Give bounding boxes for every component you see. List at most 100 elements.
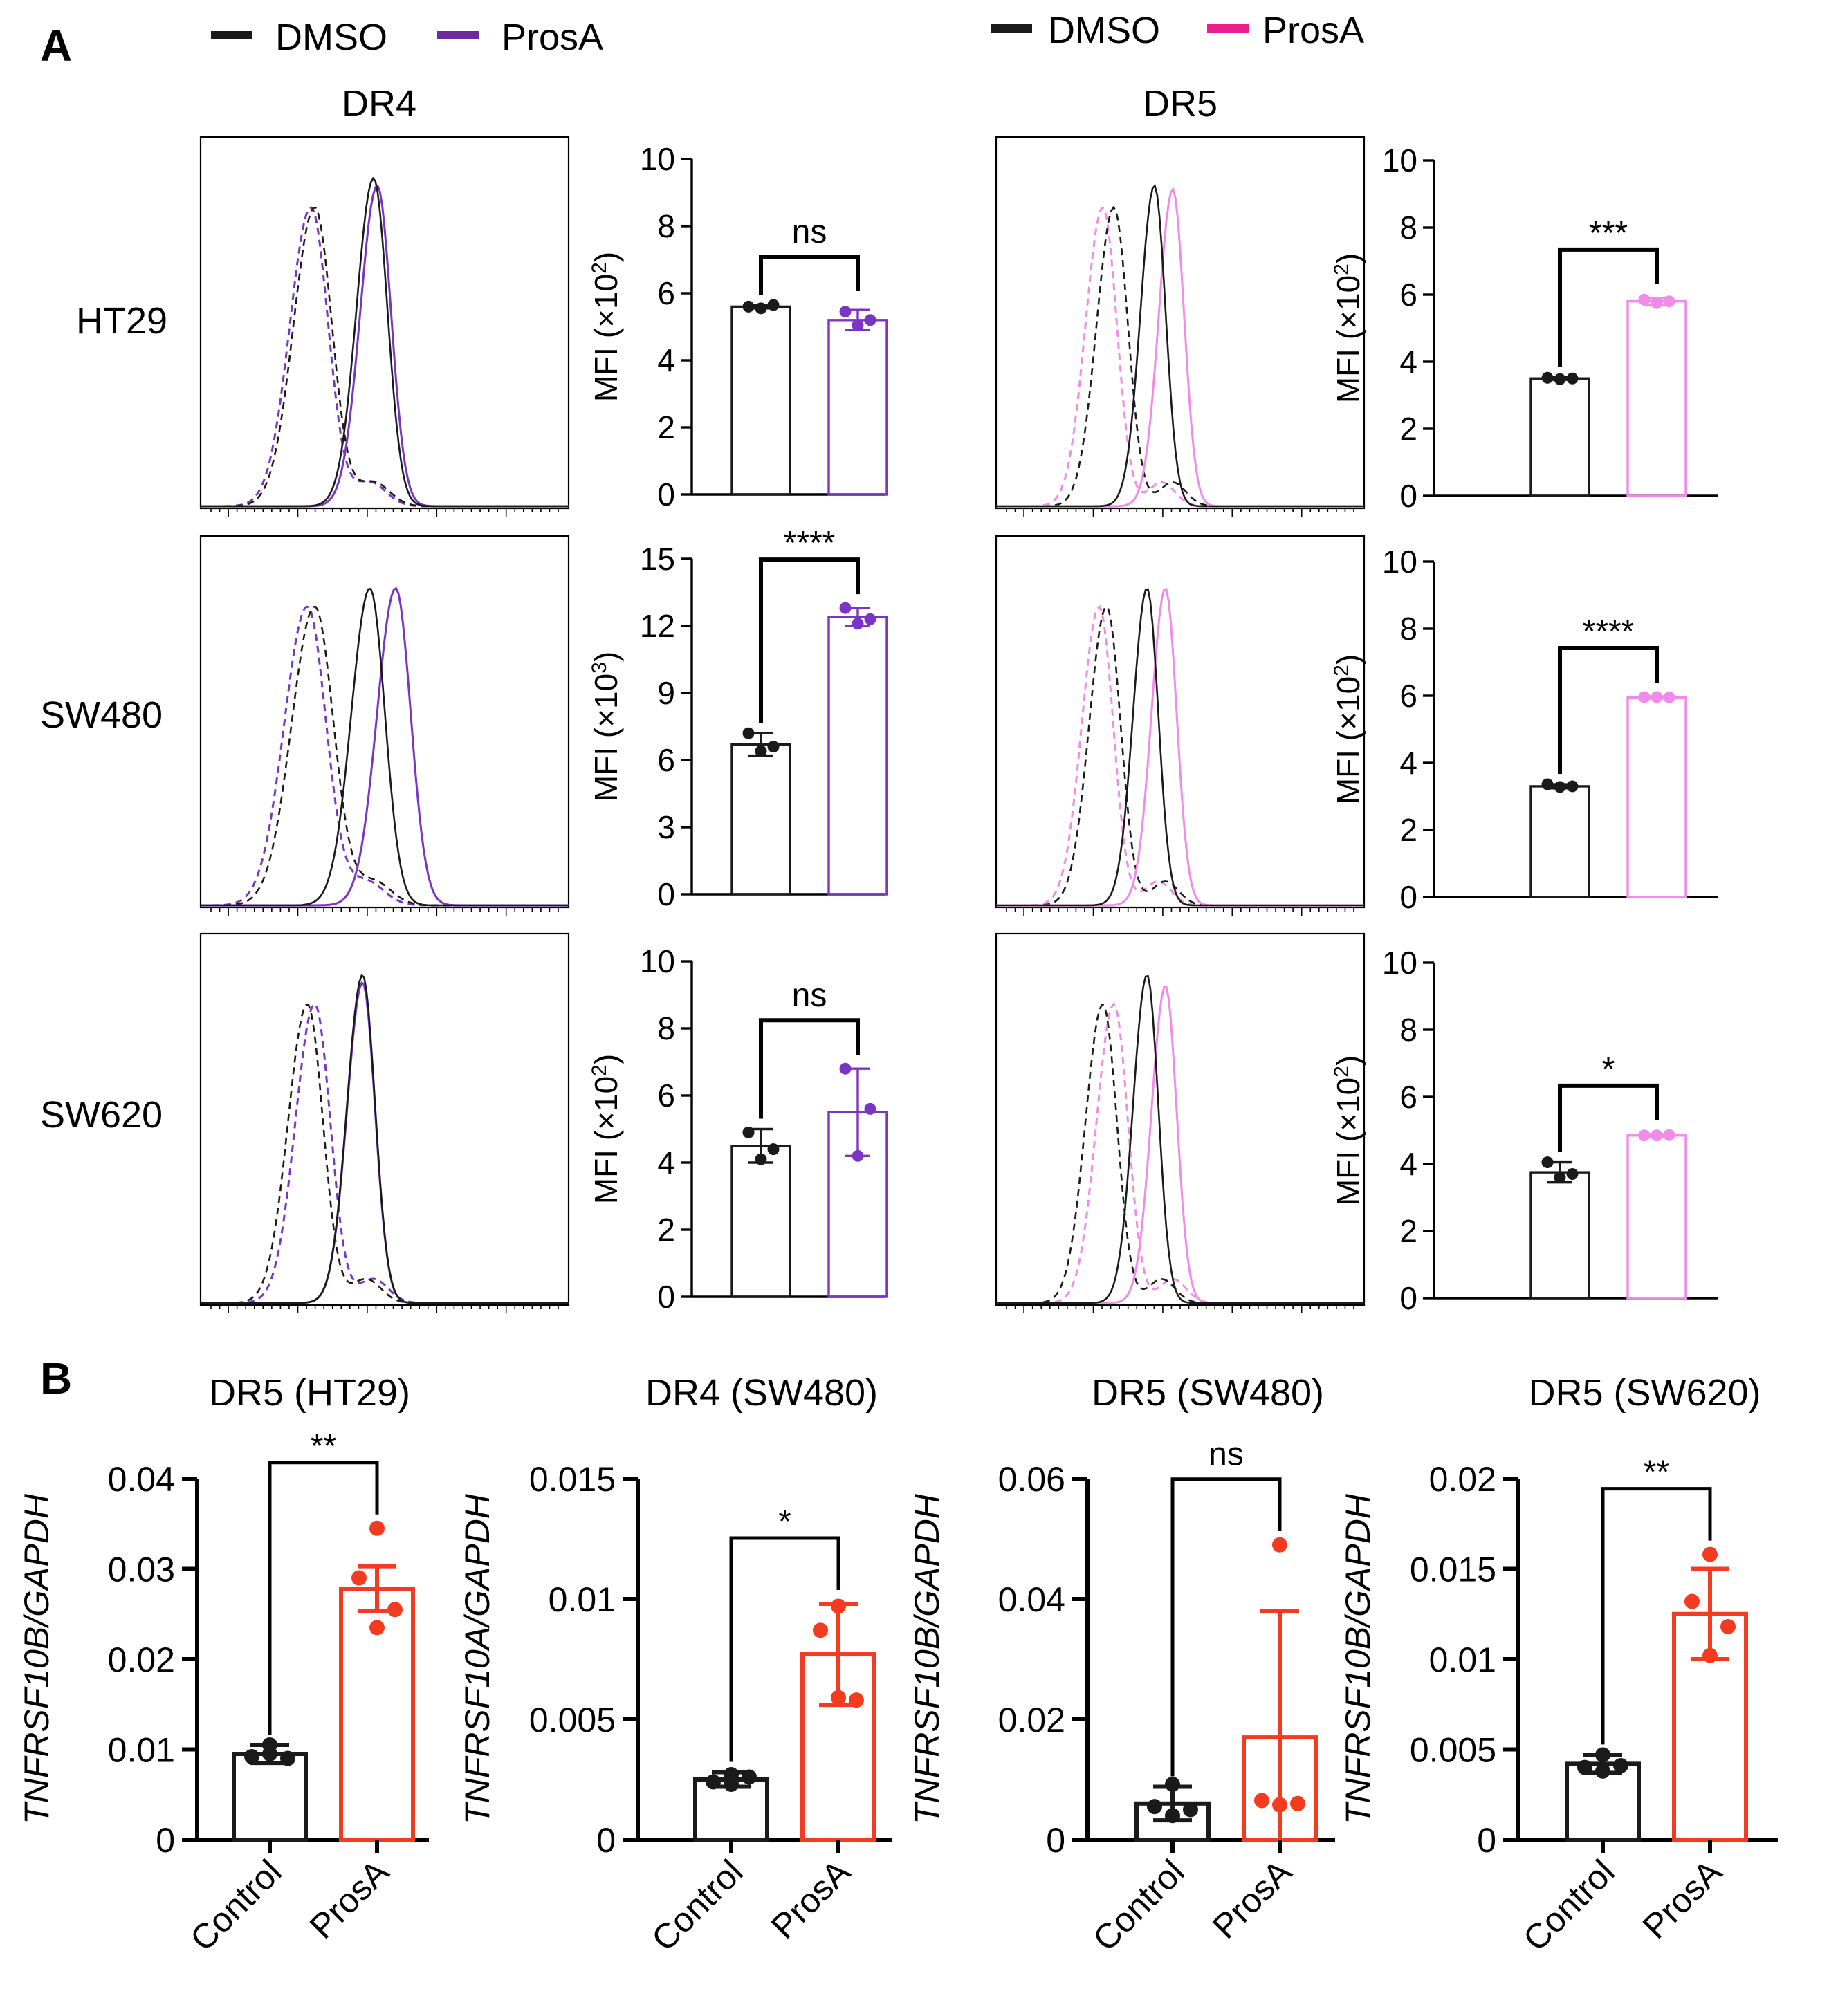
data-point: [852, 319, 864, 331]
data-point: [1254, 1793, 1269, 1809]
histogram-frame: [199, 535, 570, 909]
legend-dr4: DMSO ProsA: [211, 17, 603, 58]
histogram-dr5-ht29: [995, 136, 1366, 517]
data-point: [742, 1126, 755, 1138]
y-axis-label: MFI (×102): [588, 1054, 624, 1204]
y-tick-label: 0.005: [1410, 1731, 1496, 1770]
data-point: [351, 1570, 367, 1586]
y-tick-label: 10: [1382, 544, 1417, 580]
significance-label: ns: [792, 977, 827, 1014]
chart-title: DR5 (SW480): [1092, 1372, 1324, 1414]
data-point: [864, 613, 876, 625]
data-point: [1595, 1747, 1610, 1763]
isotype-dmso-curve: [201, 605, 569, 907]
y-tick-label: 6: [1399, 277, 1417, 313]
y-tick-label: 0.01: [108, 1731, 175, 1770]
data-point: [1566, 780, 1579, 793]
bar-chart-b-dr5-ht29: 0 0.01 0.02 0.03 0.04 TNFRSF10B/GAPDH ** DR5 (H…: [17, 1372, 429, 1959]
histogram-dr4-sw620: [199, 932, 570, 1313]
data-point: [1554, 1171, 1566, 1183]
significance-bracket: [729, 1536, 840, 1762]
x-category-label: ProsA: [1205, 1852, 1299, 1946]
chart-title: DR5 (HT29): [209, 1372, 410, 1414]
data-point: [767, 299, 780, 311]
y-tick-label: 0.015: [1410, 1551, 1496, 1589]
bar-dmso: [730, 305, 791, 496]
stained-dmso-curve: [201, 587, 569, 907]
data-point: [1663, 1129, 1675, 1141]
y-tick-label: 6: [657, 275, 675, 311]
data-point: [1165, 1776, 1180, 1792]
bar-chart-dr4-sw620: 0 2 4 6 8 10 MFI (×102) ns: [588, 943, 888, 1315]
stained-dmso-curve: [201, 176, 569, 508]
data-point: [742, 300, 755, 313]
y-axis-label: MFI (×102): [1330, 1055, 1366, 1205]
data-point: [1566, 1168, 1579, 1181]
data-point: [1183, 1802, 1198, 1818]
legend-label-prosa-dr4: ProsA: [502, 17, 603, 58]
row-label-ht29: HT29: [76, 300, 167, 342]
isotype-dmso-curve: [996, 205, 1364, 508]
y-axis-label: MFI (×102): [588, 252, 624, 402]
bar-dmso: [1529, 1171, 1590, 1300]
bar-dmso: [1529, 377, 1590, 497]
data-point: [1651, 1129, 1663, 1142]
y-tick-label: 0.04: [108, 1460, 175, 1499]
y-tick-label: 0: [657, 1279, 675, 1315]
y-tick-label: 4: [657, 342, 675, 378]
data-point: [724, 1776, 739, 1792]
y-tick-label: 0.015: [529, 1460, 616, 1499]
stained-dmso-curve: [201, 974, 569, 1304]
y-tick-label: 4: [657, 1145, 675, 1181]
y-axis-label: MFI (×102): [1330, 253, 1366, 403]
data-point: [1577, 1759, 1592, 1775]
significance-label: *: [778, 1504, 791, 1540]
y-tick-label: 0: [657, 876, 675, 912]
y-tick-label: 0: [1399, 478, 1417, 514]
significance-bracket: [1601, 1487, 1712, 1745]
y-tick-label: 6: [657, 742, 675, 778]
significance-bracket: [1558, 1083, 1659, 1152]
data-point: [369, 1620, 385, 1636]
y-tick-label: 0: [1399, 1280, 1417, 1316]
row-label-sw480: SW480: [40, 694, 163, 736]
significance-label: *: [1602, 1051, 1615, 1088]
column-title-dr5: DR5: [1143, 83, 1217, 124]
isotype-dmso-curve: [201, 207, 569, 508]
data-point: [864, 314, 876, 326]
data-point: [755, 745, 767, 757]
data-point: [1541, 778, 1554, 790]
x-category-label: ProsA: [764, 1852, 858, 1946]
y-tick-label: 10: [640, 943, 675, 979]
isotype-prosa-curve: [201, 605, 569, 907]
y-tick-label: 2: [1399, 411, 1417, 447]
legend-dr5: DMSO ProsA: [991, 10, 1364, 51]
data-point: [1595, 1763, 1610, 1779]
data-point: [852, 1149, 864, 1162]
x-category-label: Control: [1516, 1852, 1622, 1959]
data-point: [244, 1748, 259, 1764]
bar-chart-dr5-sw620: 0 2 4 6 8 10 MFI (×102) *: [1330, 945, 1718, 1316]
y-tick-label: 9: [657, 675, 675, 711]
y-tick-label: 0.01: [549, 1580, 616, 1619]
y-axis-label: MFI (×102): [1330, 654, 1366, 804]
histogram-frame: [995, 136, 1366, 510]
data-point: [1702, 1546, 1718, 1562]
y-tick-label: 6: [1399, 1079, 1417, 1115]
y-tick-label: 0.04: [998, 1580, 1065, 1619]
y-tick-label: 2: [1399, 1213, 1417, 1249]
stained-prosa-curve: [201, 981, 569, 1304]
y-tick-label: 0.005: [529, 1701, 616, 1739]
stained-dmso-curve: [996, 588, 1364, 907]
legend-swatch-prosa-dr5: [1207, 24, 1249, 33]
histogram-dr4-sw480: [199, 535, 570, 916]
bar-chart-dr4-ht29: 0 2 4 6 8 10 MFI (×102) ns: [588, 141, 888, 512]
y-tick-label: 8: [657, 1010, 675, 1046]
bar-dmso: [1529, 785, 1590, 898]
y-tick-label: 8: [1399, 1012, 1417, 1048]
y-tick-label: 2: [1399, 812, 1417, 848]
data-point: [1272, 1797, 1287, 1813]
bar-chart-dr4-sw480: 0 3 6 9 12 15 MFI (×103) ****: [588, 525, 888, 912]
significance-bracket: [759, 557, 860, 723]
bar-chart-b-dr4-sw480: 0 0.005 0.01 0.015 TNFRSF10A/GAPDH * DR4 (SW48…: [458, 1372, 892, 1959]
